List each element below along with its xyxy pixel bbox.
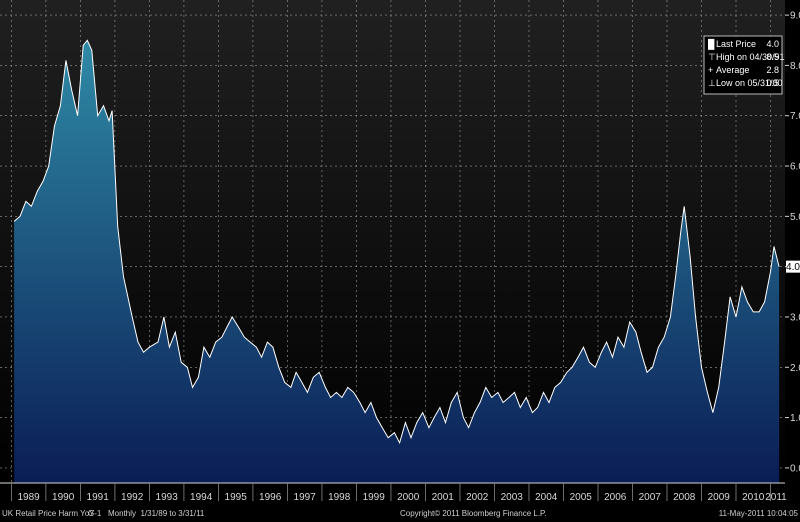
area-layer bbox=[13, 39, 780, 484]
footer-security: UK Retail Price Harm YoY bbox=[2, 509, 95, 518]
x-tick-label: 1994 bbox=[190, 492, 213, 503]
x-tick-label: 1992 bbox=[121, 492, 144, 503]
series-area bbox=[14, 40, 780, 484]
y-tick-label: 7.0 bbox=[790, 111, 800, 122]
y-tick-label: 8.0 bbox=[790, 61, 800, 72]
legend-value-3: 0.5 bbox=[766, 78, 779, 88]
x-axis: 1989 1990 1991 1992 1993 1994 1995 1996 1997 1998… bbox=[0, 482, 787, 503]
y-tick-label: 0.0 bbox=[790, 463, 800, 474]
last-value-box bbox=[786, 260, 800, 273]
legend-value-1: 8.5 bbox=[766, 52, 779, 62]
legend-value-2: 2.8 bbox=[766, 65, 779, 75]
y-tick-label: 1.0 bbox=[790, 413, 800, 424]
footer: UK Retail Price Harm YoY G-1 Monthly 1/3… bbox=[2, 509, 799, 518]
x-tick-label: 1989 bbox=[18, 492, 41, 503]
legend-label-1: High on 04/30/91 bbox=[716, 52, 785, 62]
x-tick-label: 2011 bbox=[765, 492, 787, 503]
x-tick-label: 1995 bbox=[225, 492, 248, 503]
x-tick-label: 2003 bbox=[501, 492, 524, 503]
footer-copyright: Copyright© 2011 Bloomberg Finance L.P. bbox=[400, 509, 547, 518]
series-line bbox=[13, 39, 780, 445]
legend-label-0: Last Price bbox=[716, 39, 756, 49]
legend-label-3: Low on 05/31/00 bbox=[716, 78, 783, 88]
y-tick-label: 2.0 bbox=[790, 363, 800, 374]
x-tick-label: 2010 bbox=[742, 492, 765, 503]
x-tick-label: 2001 bbox=[432, 492, 455, 503]
x-tick-label: 2009 bbox=[708, 492, 731, 503]
y-tick-label: 9.0 bbox=[790, 11, 800, 22]
x-tick-label: 2008 bbox=[673, 492, 696, 503]
legend-marker-3: ⊥ bbox=[708, 78, 716, 88]
x-tick-label: 2005 bbox=[570, 492, 593, 503]
y-tick-label: 3.0 bbox=[790, 312, 800, 323]
x-tick-label: 1993 bbox=[156, 492, 179, 503]
x-tick-label: 2004 bbox=[535, 492, 558, 503]
grid bbox=[0, 0, 785, 483]
x-tick-label: 2007 bbox=[639, 492, 662, 503]
legend: █ Last Price 4.0 ⊤ High on 04/30/91 8.5 … bbox=[703, 35, 785, 95]
legend-marker-1: ⊤ bbox=[708, 52, 716, 62]
x-tick-label: 1997 bbox=[294, 492, 317, 503]
legend-marker-2: + bbox=[708, 65, 713, 75]
x-tick-label: 2006 bbox=[604, 492, 627, 503]
x-tick-label: 1998 bbox=[328, 492, 351, 503]
y-tick-label: 5.0 bbox=[790, 212, 800, 223]
legend-label-2: Average bbox=[716, 65, 749, 75]
legend-box bbox=[703, 35, 783, 95]
x-tick-label: 1991 bbox=[87, 492, 110, 503]
x-tick-label: 2000 bbox=[397, 492, 420, 503]
footer-range: G-1 Monthly 1/31/89 to 3/31/11 bbox=[88, 509, 205, 518]
legend-marker-0: █ bbox=[708, 38, 715, 50]
y-tick-label: 6.0 bbox=[790, 162, 800, 173]
x-tick-label: 1999 bbox=[363, 492, 386, 503]
legend-value-0: 4.0 bbox=[766, 39, 779, 49]
last-value-marker: 4.0 bbox=[786, 260, 800, 273]
last-value-label: 4.0 bbox=[786, 262, 800, 273]
footer-timestamp: 11-May-2011 10:04:05 bbox=[719, 509, 799, 518]
x-tick-label: 1996 bbox=[259, 492, 282, 503]
x-tick-label: 1990 bbox=[52, 492, 75, 503]
x-tick-label: 2002 bbox=[466, 492, 489, 503]
y-axis: 0.0 1.0 2.0 3.0 4.0 5.0 6.0 7.0 8.0 9.0 bbox=[785, 11, 800, 474]
